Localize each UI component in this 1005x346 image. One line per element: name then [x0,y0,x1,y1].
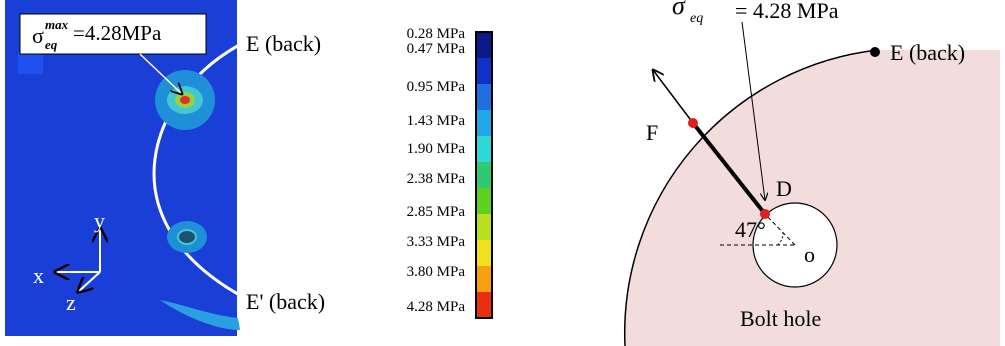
annotation-value: = 4.28 MPa [735,0,839,23]
colorbar-band [476,136,492,163]
colorbar-label: 2.85 MPa [407,204,466,220]
colorbar [476,32,492,319]
annotation-superscript: max [45,17,69,32]
annotation-symbol: σ [672,0,686,20]
annotation-subscript: eq [45,37,58,52]
colorbar-label: 0.95 MPa [407,79,466,95]
colorbar-label: 3.33 MPa [407,234,466,250]
colorbar-band [476,292,492,319]
force-arrow [653,70,693,123]
colorbar-label: 0.28 MPa [407,26,466,42]
colorbar-band [476,84,492,111]
axis-label: y [94,208,105,233]
axis-label: z [66,290,76,315]
label-e-back: E (back) [890,40,965,65]
stress-contour [178,230,196,244]
annotation-symbol: σ [32,23,44,48]
point-f [688,118,698,128]
label-d: D [776,176,792,201]
fem-patch [18,52,43,74]
colorbar-label: 2.38 MPa [407,171,466,187]
colorbar-band [476,214,492,241]
label-e-prime-back: E' (back) [246,289,325,314]
figure: σ max eq =4.28MPa y x z E (back) E' (bac… [0,0,1005,346]
axis-label: x [33,263,44,288]
annotation-subscript: eq [690,11,703,26]
center-label: o [804,242,815,267]
colorbar-band [476,188,492,215]
colorbar-band [476,32,492,59]
colorbar-label: 1.90 MPa [407,141,466,157]
page: {"left_panel": {"annotation": {"symbol":… [0,0,1005,346]
angle-label: 47° [735,217,766,242]
plate-region [625,50,1000,346]
colorbar-label: 1.43 MPa [407,113,466,129]
colorbar-band [476,110,492,137]
colorbar-label: 0.47 MPa [407,41,466,57]
label-f: F [646,120,658,145]
stress-peak [180,96,190,104]
colorbar-band [476,58,492,85]
label-e-back: E (back) [246,31,321,56]
colorbar-band [476,240,492,267]
bolt-hole-label: Bolt hole [740,306,821,331]
colorbar-band [476,162,492,189]
colorbar-band [476,266,492,293]
colorbar-label: 4.28 MPa [407,299,466,315]
colorbar-label: 3.80 MPa [407,264,466,280]
annotation-value: =4.28MPa [73,21,162,45]
point-e [870,47,880,57]
